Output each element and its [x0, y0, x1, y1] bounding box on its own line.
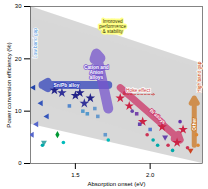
svg-text:0: 0 — [18, 160, 22, 166]
svg-text:30: 30 — [15, 3, 22, 9]
svg-text:Bi alloys: Bi alloys — [149, 108, 167, 125]
svg-text:Power conversion efficiency (%: Power conversion efficiency (%) — [6, 42, 12, 127]
svg-text:Absorption onset (eV): Absorption onset (eV) — [87, 181, 145, 187]
svg-text:Low band gap: Low band gap — [33, 28, 38, 58]
svg-text:High band gap: High band gap — [197, 61, 202, 93]
svg-text:2.0: 2.0 — [146, 172, 155, 178]
svg-text:Other: Other — [192, 118, 197, 131]
svg-text:10: 10 — [15, 108, 22, 114]
svg-text:Improvedperformance& stability: Improvedperformance& stability — [99, 19, 126, 34]
svg-text:20: 20 — [15, 56, 22, 62]
svg-text:Sn/Pb alloy: Sn/Pb alloy — [54, 83, 80, 88]
svg-text:Hoke effect: Hoke effect — [126, 88, 151, 93]
svg-text:1.5: 1.5 — [71, 172, 80, 178]
svg-text:Cation andAnionalloys: Cation andAnionalloys — [84, 65, 109, 80]
